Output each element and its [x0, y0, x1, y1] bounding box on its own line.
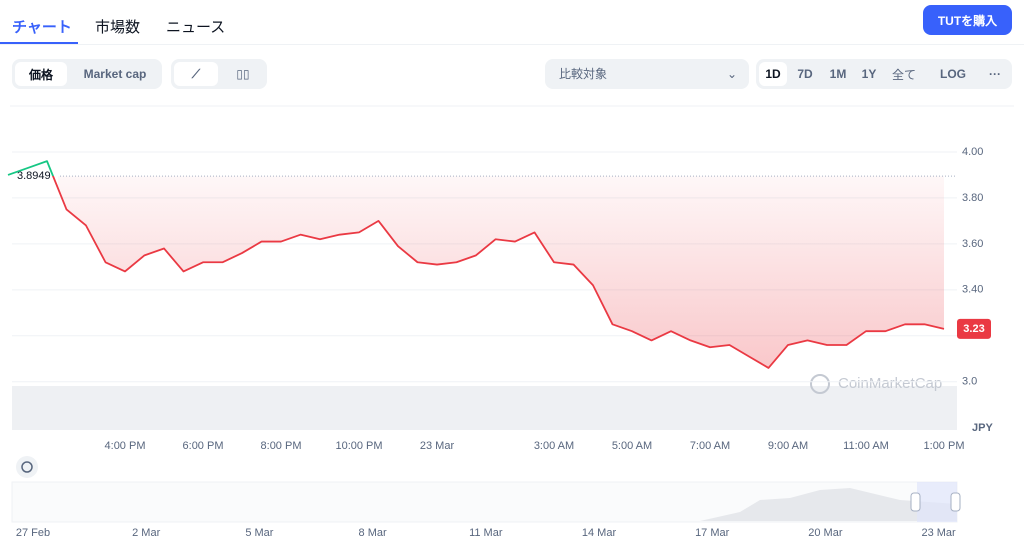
reset-icon[interactable]: [16, 456, 38, 478]
range-button[interactable]: 1M: [829, 67, 847, 81]
x-tick-label: 4:00 PM: [105, 440, 146, 452]
tab[interactable]: チャート: [12, 19, 72, 36]
navigator-area: [700, 488, 957, 521]
price-line: [7, 160, 945, 369]
dropdown-arrow: ⌄: [726, 67, 737, 81]
toggle-market-cap[interactable]: Market cap: [83, 67, 147, 81]
navigator-date: 23 Mar: [921, 527, 956, 539]
log-button[interactable]: LOG: [940, 67, 966, 81]
navigator-date: 14 Mar: [582, 527, 617, 539]
line-chart-button[interactable]: ⟋: [174, 62, 218, 86]
x-tick-label: 1:00 PM: [924, 440, 965, 452]
navigator-date: 17 Mar: [695, 527, 730, 539]
navigator-date: 11 Mar: [469, 527, 503, 539]
x-tick-label: 5:00 AM: [612, 440, 652, 452]
watermark: CoinMarketCap: [838, 375, 942, 392]
toggle-price[interactable]: 価格: [15, 62, 67, 86]
last-price-label: 3.23: [963, 323, 984, 335]
navigator-date: 8 Mar: [359, 527, 387, 539]
reference-label: 3.8949: [17, 170, 51, 182]
divider: [0, 44, 1024, 45]
tab[interactable]: 市場数: [95, 19, 141, 36]
y-tick-label: 3.60: [962, 238, 983, 250]
x-tick-label: 11:00 AM: [843, 440, 889, 452]
x-tick-label: 8:00 PM: [261, 440, 302, 452]
watermark-logo: [810, 374, 830, 394]
y-tick-label: 4.00: [962, 146, 983, 158]
volume-band: [12, 386, 957, 430]
tab[interactable]: ニュース: [166, 19, 226, 36]
reference-label-bg: [12, 168, 58, 185]
navigator-date: 20 Mar: [808, 527, 843, 539]
navigator-date: 5 Mar: [245, 527, 273, 539]
y-unit: JPY: [972, 422, 993, 434]
range-button[interactable]: 1Y: [861, 67, 877, 81]
compare-label: 比較対象: [559, 67, 608, 81]
last-price-badge: [957, 318, 991, 339]
y-tick-label: 3.40: [962, 284, 983, 296]
x-tick-label: 7:00 AM: [690, 440, 730, 452]
navigator-window: [917, 482, 957, 522]
y-tick-label: 3.0: [962, 376, 977, 388]
y-tick-label: 3.80: [962, 192, 983, 204]
x-tick-label: 10:00 PM: [335, 440, 382, 452]
area-fill: [53, 176, 944, 368]
reset-icon-glyph: [21, 461, 33, 473]
compare-dropdown[interactable]: 比較対象 ⌄: [545, 59, 749, 89]
navigator-handle[interactable]: [950, 492, 961, 512]
navigator-date: 27 Feb: [16, 527, 50, 539]
more-button[interactable]: ···: [989, 67, 1001, 81]
x-tick-label: 3:00 AM: [534, 440, 574, 452]
candle-chart-button[interactable]: ▯▯: [236, 67, 250, 81]
x-tick-label: 9:00 AM: [768, 440, 808, 452]
range-button[interactable]: 1D: [759, 62, 787, 86]
x-tick-label: 6:00 PM: [183, 440, 224, 452]
range-button[interactable]: 7D: [797, 67, 813, 81]
buy-button[interactable]: TUTを購入: [923, 5, 1012, 35]
range-group: [756, 59, 1012, 89]
tab-underline: [0, 42, 78, 44]
x-tick-label: 23 Mar: [420, 440, 455, 452]
navigator-date: 2 Mar: [132, 527, 160, 539]
range-button[interactable]: 全て: [891, 67, 916, 82]
navigator-handle[interactable]: [910, 492, 921, 512]
